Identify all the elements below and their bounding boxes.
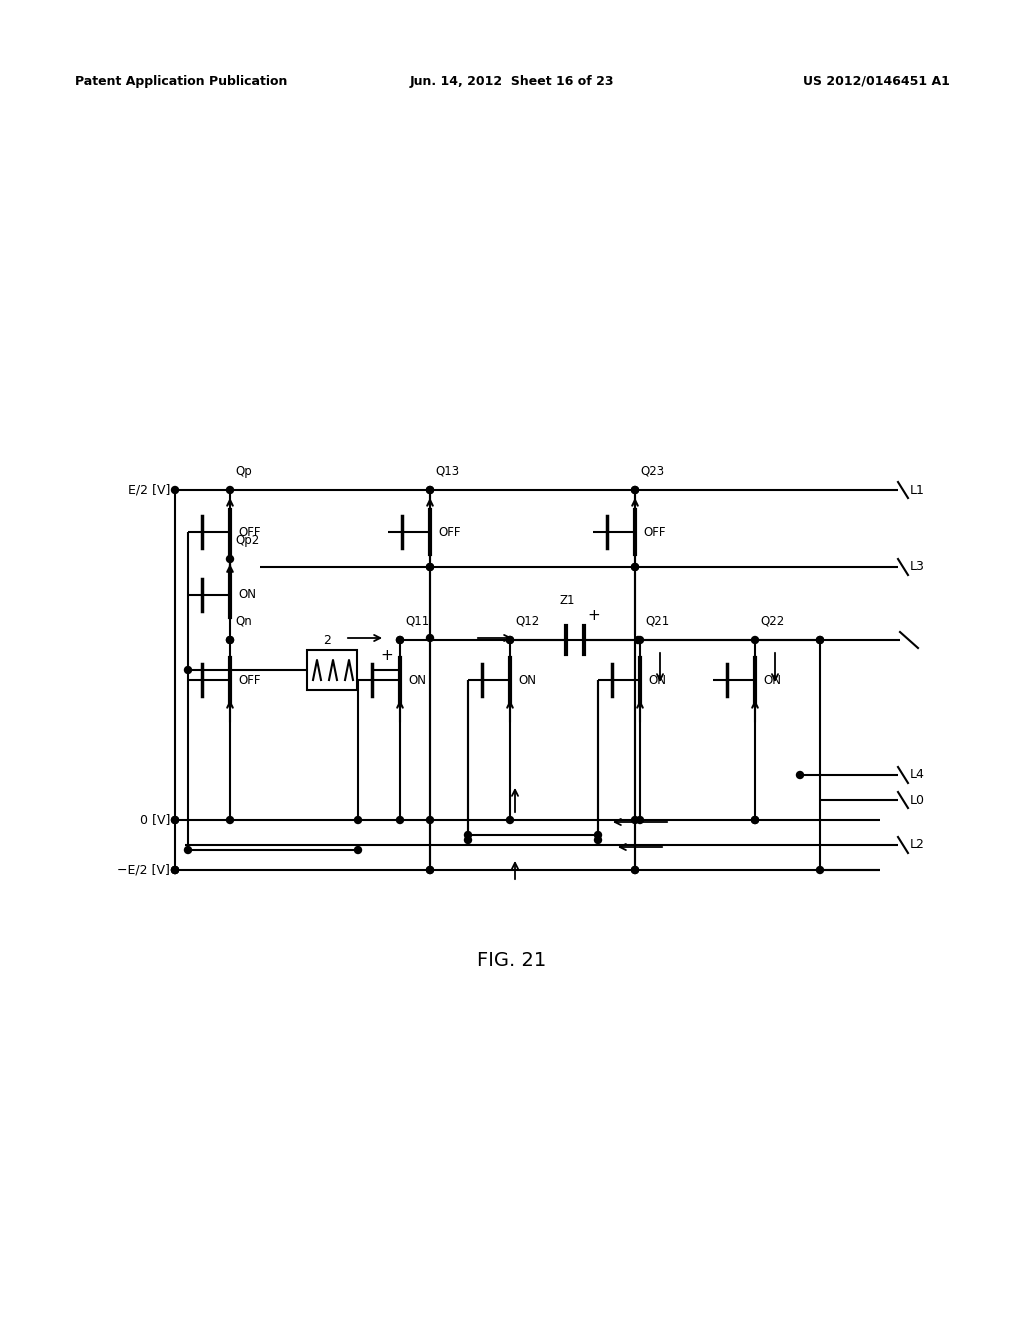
Circle shape: [632, 817, 639, 824]
Circle shape: [427, 635, 433, 642]
Circle shape: [171, 866, 178, 874]
Circle shape: [427, 866, 433, 874]
Circle shape: [595, 832, 601, 838]
Circle shape: [226, 487, 233, 494]
Text: ON: ON: [408, 673, 426, 686]
Text: OFF: OFF: [438, 525, 461, 539]
Text: Q22: Q22: [760, 615, 784, 628]
Text: L3: L3: [910, 561, 925, 573]
Circle shape: [396, 636, 403, 644]
Circle shape: [184, 667, 191, 673]
Text: Q23: Q23: [640, 465, 665, 478]
Circle shape: [797, 771, 804, 779]
Text: −E/2 [V]: −E/2 [V]: [117, 863, 170, 876]
Text: Q11: Q11: [406, 615, 429, 628]
Circle shape: [752, 817, 759, 824]
Circle shape: [595, 837, 601, 843]
Circle shape: [171, 866, 178, 874]
Text: ON: ON: [238, 589, 256, 602]
Text: OFF: OFF: [238, 673, 260, 686]
Circle shape: [427, 564, 433, 570]
Text: 2: 2: [323, 634, 331, 647]
Text: US 2012/0146451 A1: US 2012/0146451 A1: [803, 75, 950, 88]
Circle shape: [637, 817, 643, 824]
Circle shape: [427, 487, 433, 494]
Circle shape: [171, 487, 178, 494]
Circle shape: [184, 846, 191, 854]
Circle shape: [171, 817, 178, 824]
Text: OFF: OFF: [643, 525, 666, 539]
Circle shape: [752, 817, 759, 824]
Circle shape: [635, 636, 641, 644]
Text: Patent Application Publication: Patent Application Publication: [75, 75, 288, 88]
Circle shape: [632, 564, 639, 570]
Text: Z1: Z1: [560, 594, 575, 606]
Circle shape: [465, 832, 471, 838]
Circle shape: [396, 817, 403, 824]
Circle shape: [226, 556, 233, 562]
Circle shape: [396, 636, 403, 644]
Circle shape: [507, 636, 513, 644]
Circle shape: [354, 846, 361, 854]
Text: L4: L4: [910, 768, 925, 781]
Circle shape: [632, 866, 639, 874]
Text: FIG. 21: FIG. 21: [477, 950, 547, 969]
Circle shape: [427, 817, 433, 824]
Text: L1: L1: [910, 483, 925, 496]
Circle shape: [632, 487, 639, 494]
Circle shape: [632, 487, 639, 494]
Text: 0 [V]: 0 [V]: [139, 813, 170, 826]
Text: Qp2: Qp2: [234, 535, 259, 546]
Circle shape: [171, 866, 178, 874]
Circle shape: [637, 636, 643, 644]
Text: ON: ON: [518, 673, 536, 686]
Circle shape: [427, 866, 433, 874]
Text: Q21: Q21: [645, 615, 670, 628]
Text: +: +: [380, 648, 393, 663]
Circle shape: [226, 636, 233, 644]
Text: Q12: Q12: [515, 615, 540, 628]
Circle shape: [171, 817, 178, 824]
Text: OFF: OFF: [238, 525, 260, 539]
Text: ON: ON: [648, 673, 666, 686]
Circle shape: [226, 636, 233, 644]
Text: L0: L0: [910, 793, 925, 807]
Bar: [307, 649, 357, 690]
Circle shape: [427, 564, 433, 570]
Text: Qp: Qp: [234, 465, 252, 478]
Circle shape: [632, 866, 639, 874]
Circle shape: [507, 636, 513, 644]
Circle shape: [226, 817, 233, 824]
Text: L2: L2: [910, 838, 925, 851]
Circle shape: [354, 817, 361, 824]
Circle shape: [752, 636, 759, 644]
Circle shape: [816, 866, 823, 874]
Text: Jun. 14, 2012  Sheet 16 of 23: Jun. 14, 2012 Sheet 16 of 23: [410, 75, 614, 88]
Text: ON: ON: [763, 673, 781, 686]
Circle shape: [632, 564, 639, 570]
Text: E/2 [V]: E/2 [V]: [128, 483, 170, 496]
Text: Q13: Q13: [435, 465, 459, 478]
Circle shape: [427, 487, 433, 494]
Circle shape: [465, 837, 471, 843]
Circle shape: [816, 636, 823, 644]
Text: Qn: Qn: [234, 615, 252, 628]
Circle shape: [507, 817, 513, 824]
Text: +: +: [587, 607, 600, 623]
Circle shape: [816, 636, 823, 644]
